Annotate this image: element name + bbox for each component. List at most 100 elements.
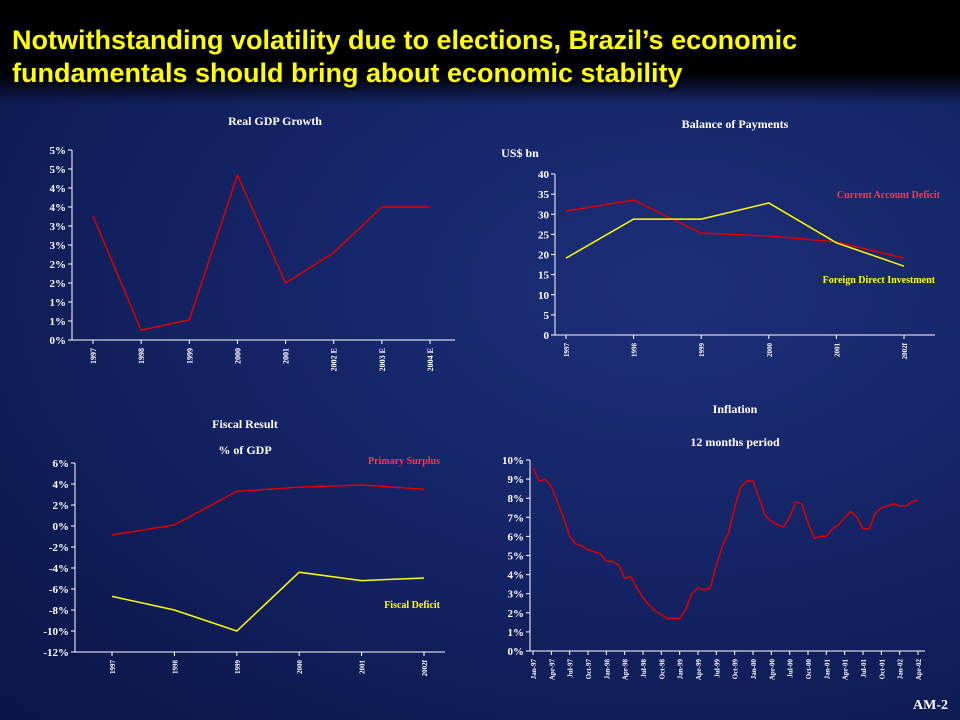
y-tick-label: 10 <box>538 290 550 302</box>
y-tick-label: 10% <box>502 455 524 467</box>
y-tick-label: 3% <box>50 221 67 233</box>
x-tick-label: Jan-97 <box>530 659 538 680</box>
x-tick-label: 2002f <box>901 342 909 359</box>
y-tick-label: -8% <box>49 605 69 617</box>
y-tick-label: 1% <box>50 297 67 309</box>
x-tick-label: 1999 <box>185 348 194 364</box>
data-line <box>111 484 425 536</box>
x-tick-label: 1997 <box>563 343 571 358</box>
y-tick-label: 30 <box>538 209 550 221</box>
x-tick-label: 2001 <box>833 343 841 358</box>
x-tick-label: 1999 <box>698 343 706 358</box>
data-line <box>92 173 430 331</box>
y-tick-label: 5 <box>544 310 550 322</box>
y-tick-label: 2% <box>50 259 67 271</box>
y-tick-label: 20 <box>538 250 550 262</box>
chart-title: Fiscal Result <box>212 417 278 431</box>
x-tick-label: 1997 <box>109 660 117 675</box>
x-tick-label: Apr-00 <box>768 659 776 681</box>
x-tick-label: Jan-01 <box>823 659 831 680</box>
data-line <box>111 571 425 632</box>
x-tick-label: 2003 E <box>378 348 387 371</box>
x-tick-label: 2000 <box>233 348 242 364</box>
x-tick-label: Jul-98 <box>640 659 648 678</box>
y-tick-label: 0 <box>544 330 550 342</box>
x-tick-label: Oct-01 <box>878 659 886 680</box>
x-tick-label: Oct-99 <box>732 659 740 680</box>
x-tick-label: 1998 <box>137 348 146 364</box>
slide-title: Notwithstanding volatility due to electi… <box>12 24 797 90</box>
x-tick-label: Oct-98 <box>658 659 666 680</box>
y-tick-label: 2% <box>508 608 525 620</box>
y-tick-label: 40 <box>538 169 550 181</box>
x-tick-label: Apr-98 <box>622 659 630 681</box>
x-tick-label: 2002 E <box>330 348 339 371</box>
y-tick-label: 4% <box>50 183 67 195</box>
y-tick-label: 2% <box>50 278 67 290</box>
y-tick-label: 7% <box>508 512 525 524</box>
x-tick-label: Apr-97 <box>548 659 556 681</box>
y-tick-label: 5% <box>50 145 67 157</box>
y-tick-label: 4% <box>53 479 70 491</box>
y-tick-label: 0% <box>508 646 525 658</box>
data-line <box>532 467 919 620</box>
y-tick-label: 6% <box>508 531 525 543</box>
y-tick-label: 5% <box>50 164 67 176</box>
y-tick-label: 1% <box>50 316 67 328</box>
y-tick-label: 0% <box>53 521 70 533</box>
page-number: AM-2 <box>913 698 948 713</box>
y-tick-label: 5% <box>508 551 525 563</box>
y-tick-label: 1% <box>508 627 525 639</box>
y-tick-label: 3% <box>50 240 67 252</box>
chart-subtitle: 12 months period <box>690 435 780 449</box>
x-tick-label: Apr-01 <box>842 659 850 681</box>
x-tick-label: 2001 <box>282 348 291 364</box>
y-tick-label: 4% <box>508 570 525 582</box>
y-tick-label: 6% <box>53 458 70 470</box>
title-line: Notwithstanding volatility due to electi… <box>12 25 798 55</box>
series-label: Fiscal Deficit <box>384 600 440 611</box>
y-tick-label: 9% <box>508 474 525 486</box>
y-tick-label: 35 <box>538 189 550 201</box>
x-tick-label: 2004 E <box>426 348 435 371</box>
x-tick-label: 2002f <box>421 659 429 676</box>
x-tick-label: 1998 <box>631 343 639 358</box>
x-tick-label: 2001 <box>359 660 367 675</box>
x-tick-label: Jan-98 <box>603 659 611 680</box>
x-tick-label: Jan-00 <box>750 659 758 680</box>
x-tick-label: Jul-97 <box>567 659 575 678</box>
y-tick-label: 25 <box>538 229 550 241</box>
y-tick-label: 0% <box>50 335 67 347</box>
y-tick-label: 4% <box>50 202 67 214</box>
series-label: Current Account Deficit <box>837 190 941 201</box>
title-band <box>0 0 960 104</box>
x-tick-label: Jan-99 <box>677 659 685 680</box>
x-tick-label: 2000 <box>766 343 774 358</box>
y-tick-label: 8% <box>508 493 525 505</box>
data-line <box>565 202 905 267</box>
x-tick-label: Oct-97 <box>585 659 593 680</box>
y-tick-label: -10% <box>43 626 69 638</box>
chart-title: Real GDP Growth <box>228 114 322 128</box>
x-tick-label: Jan-02 <box>897 659 905 680</box>
data-line <box>565 199 905 259</box>
x-tick-label: Oct-00 <box>805 659 813 680</box>
x-tick-label: Apr-02 <box>915 659 923 681</box>
chart-title: Inflation <box>713 402 758 416</box>
y-tick-label: -12% <box>43 647 69 659</box>
x-tick-label: Apr-99 <box>695 659 703 681</box>
title-line: fundamentals should bring about economic… <box>12 58 683 88</box>
y-tick-label: -2% <box>49 542 69 554</box>
y-tick-label: 2% <box>53 500 70 512</box>
y-tick-label: -4% <box>49 563 69 575</box>
x-tick-label: 2000 <box>296 660 304 675</box>
x-tick-label: 1998 <box>171 660 179 675</box>
x-tick-label: Jul-99 <box>713 659 721 678</box>
y-tick-label: -6% <box>49 584 69 596</box>
x-tick-label: 1997 <box>89 348 98 364</box>
x-tick-label: Jul-01 <box>860 659 868 678</box>
series-label: Primary Surplus <box>368 456 440 467</box>
y-tick-label: 3% <box>508 589 525 601</box>
